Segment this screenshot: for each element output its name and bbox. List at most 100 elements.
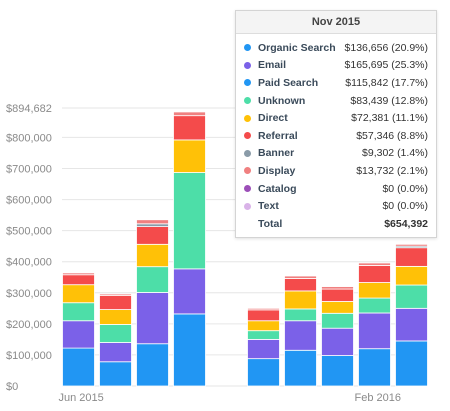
bar-segment[interactable] [136, 219, 169, 225]
tooltip-row: Text $0 (0.0%) [244, 197, 428, 215]
bar-segment[interactable] [284, 275, 317, 279]
bar-segment[interactable] [99, 324, 132, 343]
y-tick-label: $100,000 [6, 350, 52, 362]
tooltip-row: Email $165,695 (25.3%) [244, 57, 428, 75]
bar-segment[interactable] [173, 115, 206, 141]
tooltip-series-name: Paid Search [258, 76, 319, 89]
bar-segment[interactable] [99, 295, 132, 310]
series-color-dot-icon [244, 132, 251, 140]
bar-segment[interactable] [284, 308, 317, 322]
bar-segment[interactable] [358, 282, 391, 299]
series-color-dot-icon [244, 167, 251, 175]
bar-segment[interactable] [395, 247, 428, 267]
bar-segment[interactable] [99, 309, 132, 325]
y-tick-label: $200,000 [6, 319, 52, 331]
series-color-dot-icon [244, 97, 251, 105]
bar-segment[interactable] [173, 139, 206, 173]
x-axis-tick-labels: Jun 2015 Feb 2016 [59, 392, 401, 404]
y-tick-label: $0 [6, 381, 18, 393]
bar-segment[interactable] [247, 358, 280, 387]
bar-segment[interactable] [395, 243, 428, 247]
bar-segment[interactable] [136, 292, 169, 345]
y-tick-label: $400,000 [6, 257, 52, 269]
tooltip-series-name: Unknown [258, 94, 306, 107]
bar-segment[interactable] [247, 330, 280, 340]
tooltip-total-value: $654,392 [384, 217, 428, 230]
bar-segment[interactable] [247, 307, 280, 311]
bar-segment[interactable] [395, 340, 428, 387]
bar-segment[interactable] [321, 327, 354, 356]
bar-segment[interactable] [136, 226, 169, 245]
series-color-dot-icon [244, 61, 251, 69]
bar-segment[interactable] [62, 284, 95, 304]
bar-segment[interactable] [173, 313, 206, 387]
bar-segment[interactable] [62, 320, 95, 349]
tooltip-rows: Organic Search $136,656 (20.9%) Email $165,… [236, 34, 436, 233]
hover-tooltip: Nov 2015 Organic Search $136,656 (20.9%) E… [235, 10, 437, 238]
tooltip-row: Paid Search $115,842 (17.7%) [244, 74, 428, 92]
series-color-dot-icon [244, 44, 251, 52]
tooltip-series-name: Display [258, 164, 296, 177]
bar-segment[interactable] [358, 297, 391, 314]
tooltip-series-name: Organic Search [258, 41, 336, 54]
tooltip-row: Organic Search $136,656 (20.9%) [244, 39, 428, 57]
bar-segment[interactable] [173, 111, 206, 117]
bar-segment[interactable] [321, 355, 354, 387]
tooltip-series-value: $136,656 (20.9%) [344, 41, 428, 54]
tooltip-row: Unknown $83,439 (12.8%) [244, 92, 428, 110]
bar-segment[interactable] [284, 349, 317, 387]
tooltip-series-value: $57,346 (8.8%) [356, 129, 428, 142]
series-color-dot-icon [244, 114, 251, 122]
bar-segment[interactable] [284, 320, 317, 351]
bar-segment[interactable] [62, 274, 95, 286]
tooltip-total-row: Total $654,392 [244, 215, 428, 233]
bar-segment[interactable] [358, 265, 391, 283]
x-tick-label: Feb 2016 [355, 392, 401, 404]
bar-segment[interactable] [321, 288, 354, 302]
bar-segment[interactable] [284, 290, 317, 310]
bar-segment[interactable] [99, 342, 132, 363]
bar-segment[interactable] [99, 293, 132, 296]
tooltip-series-value: $0 (0.0%) [382, 182, 428, 195]
bar-segment[interactable] [358, 348, 391, 387]
bar-segment[interactable] [321, 312, 354, 329]
tooltip-series-name: Direct [258, 112, 288, 125]
bar-segment[interactable] [247, 338, 280, 360]
tooltip-series-name: Banner [258, 147, 295, 160]
bar-segment[interactable] [136, 343, 169, 387]
series-color-dot-icon [244, 202, 251, 210]
tooltip-series-name: Referral [258, 129, 298, 142]
tooltip-series-value: $0 (0.0%) [382, 200, 428, 213]
bar-segment[interactable] [62, 272, 95, 276]
bar-segment[interactable] [173, 268, 206, 315]
x-tick-label: Jun 2015 [59, 392, 104, 404]
bar-segment[interactable] [136, 243, 169, 268]
bar-segment[interactable] [62, 347, 95, 387]
y-tick-label: $700,000 [6, 163, 52, 175]
tooltip-series-value: $72,381 (11.1%) [351, 112, 428, 125]
bar-segment[interactable] [247, 309, 280, 322]
bar-segment[interactable] [358, 262, 391, 266]
bar-segment[interactable] [62, 302, 95, 322]
bar-segment[interactable] [321, 286, 354, 290]
tooltip-row: Referral $57,346 (8.8%) [244, 127, 428, 145]
tooltip-series-value: $13,732 (2.1%) [356, 164, 428, 177]
bar-segment[interactable] [358, 312, 391, 350]
tooltip-series-name: Catalog [258, 182, 297, 195]
bar-segment[interactable] [395, 265, 428, 286]
bar-segment[interactable] [395, 307, 428, 342]
bar-segment[interactable] [173, 172, 206, 270]
bar-segment[interactable] [136, 223, 169, 227]
y-tick-label: $800,000 [6, 132, 52, 144]
bar-segment[interactable] [284, 278, 317, 292]
tooltip-row: Catalog $0 (0.0%) [244, 180, 428, 198]
bar-segment[interactable] [136, 266, 169, 293]
tooltip-row: Direct $72,381 (11.1%) [244, 109, 428, 127]
bar-segment[interactable] [99, 361, 132, 387]
bar-segment[interactable] [395, 284, 428, 309]
tooltip-series-value: $9,302 (1.4%) [362, 147, 428, 160]
bar-segment[interactable] [247, 320, 280, 332]
bar-segment[interactable] [321, 301, 354, 314]
y-axis-tick-labels: $0 $100,000 $200,000 $300,000 $400,000 $500,0… [6, 103, 52, 393]
